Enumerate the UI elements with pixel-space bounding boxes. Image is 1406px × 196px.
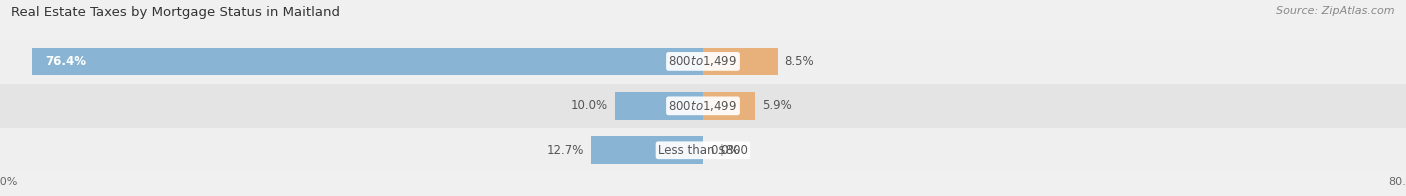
Text: 76.4%: 76.4% <box>45 55 86 68</box>
Text: Less than $800: Less than $800 <box>658 144 748 157</box>
Bar <box>0 39 1406 84</box>
Text: 0.0%: 0.0% <box>710 144 740 157</box>
Text: Source: ZipAtlas.com: Source: ZipAtlas.com <box>1277 6 1395 16</box>
Text: 5.9%: 5.9% <box>762 99 792 112</box>
Text: 10.0%: 10.0% <box>571 99 609 112</box>
Bar <box>0 84 1406 128</box>
Bar <box>703 92 755 120</box>
Text: 12.7%: 12.7% <box>547 144 585 157</box>
Text: $800 to $1,499: $800 to $1,499 <box>668 99 738 113</box>
Bar <box>616 92 703 120</box>
Bar <box>0 128 1406 172</box>
Bar <box>592 136 703 164</box>
Bar <box>703 48 778 75</box>
Text: $800 to $1,499: $800 to $1,499 <box>668 54 738 68</box>
Text: Real Estate Taxes by Mortgage Status in Maitland: Real Estate Taxes by Mortgage Status in … <box>11 6 340 19</box>
Text: 8.5%: 8.5% <box>785 55 814 68</box>
Bar <box>31 48 703 75</box>
